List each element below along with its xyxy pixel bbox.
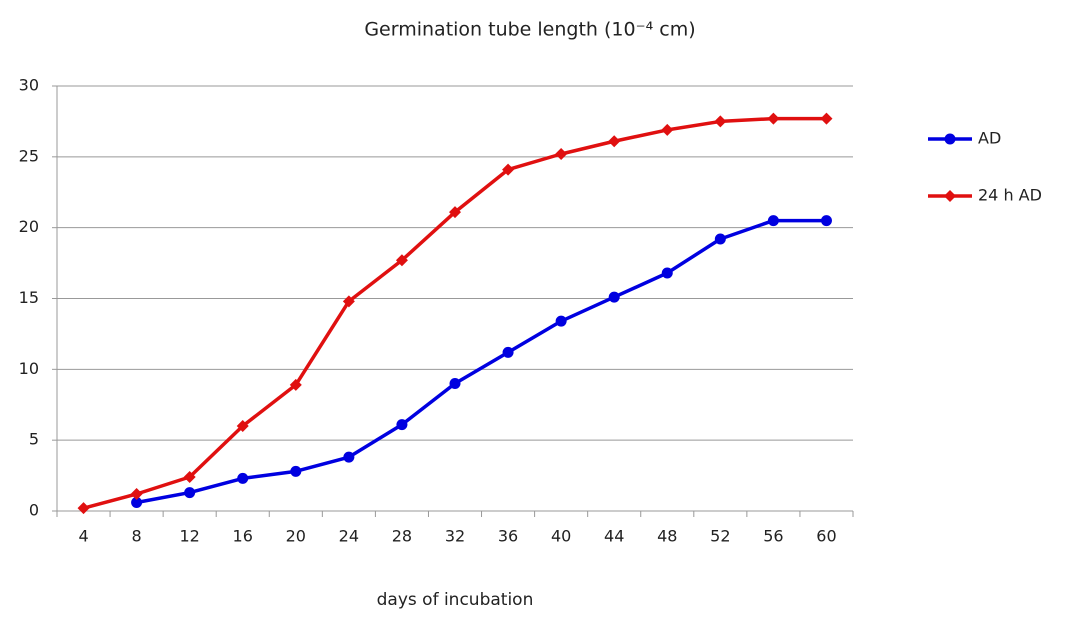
- series-line: [83, 116, 827, 510]
- marker: [502, 346, 514, 358]
- marker: [343, 451, 355, 463]
- x-tick-label: 20: [286, 527, 306, 546]
- x-tick-label: 12: [179, 527, 199, 546]
- y-tick-label: 20: [19, 217, 39, 236]
- y-tick-label: 15: [19, 288, 39, 307]
- marker: [289, 378, 302, 391]
- y-tick-label: 25: [19, 146, 39, 165]
- x-tick-label: 28: [392, 527, 412, 546]
- marker: [130, 488, 143, 500]
- marker: [661, 123, 674, 136]
- y-tick-label: 5: [29, 430, 39, 449]
- x-tick-label: 32: [445, 527, 465, 546]
- marker: [555, 315, 567, 327]
- x-tick-label: 8: [132, 527, 142, 546]
- x-tick-label: 56: [763, 527, 783, 546]
- marker: [714, 115, 727, 128]
- x-axis-label: days of incubation: [377, 590, 534, 610]
- marker: [502, 163, 515, 176]
- marker: [944, 190, 956, 202]
- y-tick-label: 0: [29, 501, 39, 520]
- x-tick-label: 40: [551, 527, 571, 546]
- x-tick-label: 60: [816, 527, 836, 546]
- marker: [820, 112, 833, 125]
- chart-title: Germination tube length (10⁻⁴ cm): [364, 19, 695, 41]
- x-tick-label: 44: [604, 527, 624, 546]
- legend-label: 24 h AD: [978, 186, 1042, 205]
- x-tick-label: 36: [498, 527, 518, 546]
- marker: [767, 112, 780, 125]
- x-tick-label: 24: [339, 527, 359, 546]
- marker: [820, 215, 832, 227]
- marker: [555, 148, 568, 160]
- marker: [944, 133, 956, 145]
- marker: [449, 378, 461, 389]
- marker: [131, 497, 143, 508]
- marker: [714, 233, 726, 245]
- x-tick-label: 16: [233, 527, 253, 546]
- marker: [767, 215, 779, 227]
- marker: [449, 206, 461, 219]
- marker: [395, 254, 408, 267]
- legend-label: AD: [978, 129, 1001, 148]
- series-line: [136, 218, 827, 505]
- marker: [290, 465, 302, 477]
- marker: [608, 135, 621, 148]
- y-tick-label: 30: [19, 76, 39, 95]
- x-tick-label: 52: [710, 527, 730, 546]
- marker: [396, 419, 408, 431]
- marker: [661, 267, 673, 279]
- x-tick-label: 4: [78, 527, 88, 546]
- x-tick-label: 48: [657, 527, 677, 546]
- marker: [183, 471, 196, 483]
- marker: [342, 295, 355, 308]
- marker: [237, 472, 249, 484]
- marker: [608, 291, 620, 303]
- marker: [184, 487, 196, 499]
- marker: [236, 420, 249, 432]
- y-tick-label: 10: [19, 359, 39, 378]
- marker: [77, 502, 90, 515]
